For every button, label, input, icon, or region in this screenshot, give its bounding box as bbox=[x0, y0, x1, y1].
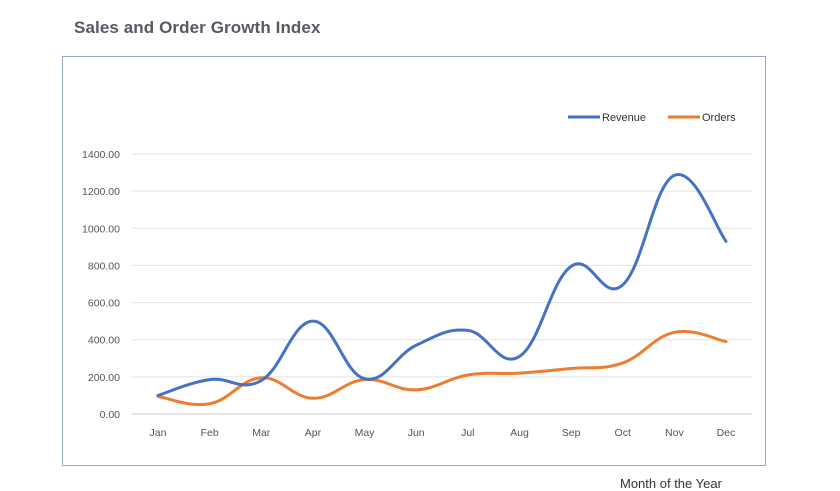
y-tick-label: 400.00 bbox=[88, 335, 120, 347]
y-tick-label: 1200.00 bbox=[82, 186, 120, 198]
grid-lines bbox=[132, 153, 752, 415]
series-lines bbox=[156, 173, 728, 407]
series-line-revenue bbox=[156, 173, 728, 397]
y-tick-label: 200.00 bbox=[88, 372, 120, 384]
x-tick-label: Apr bbox=[305, 427, 322, 439]
series-line-orders bbox=[156, 329, 728, 407]
x-tick-label: Jun bbox=[408, 427, 425, 439]
y-tick-label: 600.00 bbox=[88, 298, 120, 310]
x-tick-label: Jul bbox=[461, 427, 474, 439]
x-axis-ticks: Jan Feb Mar Apr May Jun Jul Aug Sep Oct Nov Dec bbox=[150, 427, 736, 439]
y-axis-ticks: 0.00 200.00 400.00 600.00 800.00 1000.00 1200.… bbox=[82, 149, 120, 421]
x-axis-label: Month of the Year bbox=[620, 476, 722, 491]
x-tick-label: Sep bbox=[562, 427, 581, 439]
y-tick-label: 800.00 bbox=[88, 260, 120, 272]
y-tick-label: 1000.00 bbox=[82, 223, 120, 235]
x-tick-label: Mar bbox=[252, 427, 271, 439]
x-tick-label: Jan bbox=[150, 427, 167, 439]
x-tick-label: Aug bbox=[510, 427, 529, 439]
x-tick-label: Feb bbox=[201, 427, 219, 439]
chart-title: Sales and Order Growth Index bbox=[74, 18, 321, 37]
x-tick-label: May bbox=[355, 427, 376, 439]
x-tick-label: Oct bbox=[615, 427, 631, 439]
legend-label-orders: Orders bbox=[702, 112, 736, 124]
legend: Revenue Orders bbox=[568, 112, 736, 124]
x-tick-label: Dec bbox=[717, 427, 736, 439]
y-tick-label: 0.00 bbox=[100, 409, 121, 421]
y-tick-label: 1400.00 bbox=[82, 149, 120, 161]
x-tick-label: Nov bbox=[665, 427, 684, 439]
chart-frame bbox=[62, 56, 766, 466]
legend-label-revenue: Revenue bbox=[602, 112, 646, 124]
